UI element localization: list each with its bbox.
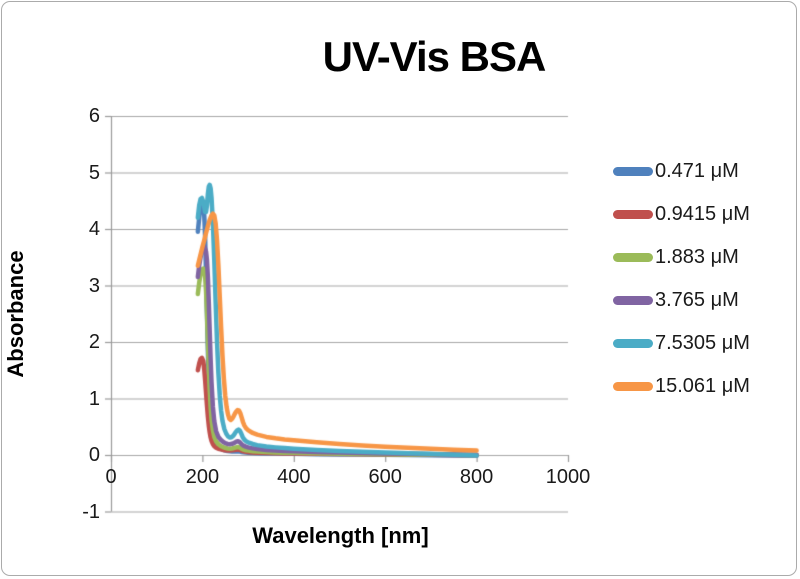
x-axis-title: Wavelength [nm] <box>252 523 429 548</box>
y-tick-label: 4 <box>88 218 100 240</box>
x-tick-label: 200 <box>185 466 220 488</box>
x-tick-label: 800 <box>459 466 494 488</box>
y-tick-label: -1 <box>82 500 100 523</box>
x-tick-label: 600 <box>368 466 402 488</box>
y-tick-label: 0 <box>88 444 100 466</box>
x-tick-label: 400 <box>277 466 311 488</box>
y-tick-label: 1 <box>88 387 100 410</box>
x-tick-label: 0 <box>105 466 117 488</box>
y-tick-label: 2 <box>88 331 100 353</box>
chart-title: UV-Vis BSA <box>322 33 547 80</box>
y-tick-label: 5 <box>88 161 100 184</box>
y-axis-title: Absorbance <box>3 250 28 378</box>
y-tick-label: 3 <box>88 274 100 297</box>
y-tick-label: 6 <box>88 105 100 127</box>
x-tick-label: 1000 <box>545 466 591 488</box>
